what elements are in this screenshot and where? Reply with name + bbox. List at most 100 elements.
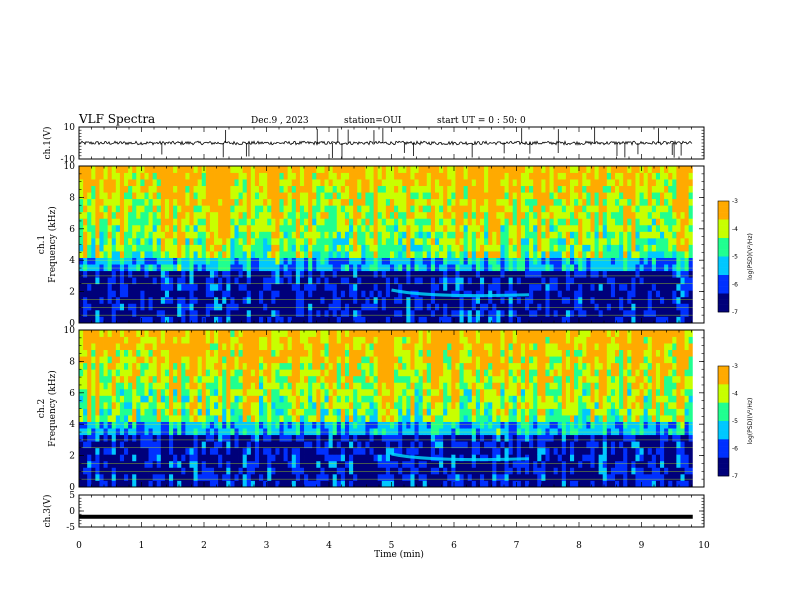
spectrogram-cell — [602, 257, 608, 265]
spectrogram-cell — [455, 192, 460, 200]
spectrogram-cell — [295, 211, 301, 219]
spectrogram-cell — [111, 362, 117, 370]
spectrogram-cell — [467, 264, 473, 272]
spectrogram-cell — [357, 283, 362, 291]
spectrogram-cell — [246, 388, 252, 396]
spectrogram-cell — [160, 480, 166, 488]
spectrogram-cell — [205, 330, 211, 337]
spectrogram-cell — [140, 382, 145, 390]
spectrogram-cell — [553, 237, 559, 245]
spectrogram-cell — [524, 192, 530, 200]
spectrogram-cell — [95, 428, 100, 436]
spectrogram-cell — [357, 211, 362, 219]
spectrogram-cell — [463, 309, 469, 317]
spectrogram-cell — [148, 316, 154, 324]
spectrogram-cell — [160, 270, 166, 278]
spectrogram-cell — [115, 375, 121, 383]
spectrogram-cell — [545, 172, 550, 180]
spectrogram-cell — [668, 296, 673, 304]
spectrogram-cell — [177, 205, 182, 213]
spectrogram-cell — [107, 205, 113, 213]
spectrogram-cell — [471, 205, 477, 213]
spectrogram-cell — [246, 428, 252, 436]
spectrogram-cell — [389, 277, 395, 285]
spectrogram-cell — [250, 237, 256, 245]
spectrogram-cell — [606, 179, 612, 187]
spectrogram-cell — [254, 369, 260, 377]
spectrogram-cell — [332, 205, 338, 213]
spectrogram-cell — [226, 224, 231, 232]
spectrogram-cell — [365, 264, 370, 272]
spectrogram-cell — [152, 473, 158, 481]
spectrogram-cell — [365, 211, 370, 219]
spectrogram-cell — [434, 316, 440, 324]
spectrogram-cell — [668, 205, 673, 213]
spectrogram-cell — [99, 336, 104, 344]
spectrogram-cell — [357, 303, 362, 311]
spectrogram-cell — [316, 211, 321, 219]
spectrogram-cell — [160, 343, 166, 351]
spectrogram-cell — [479, 264, 485, 272]
spectrogram-cell — [148, 296, 154, 304]
spectrogram-cell — [164, 290, 170, 298]
spectrogram-cell — [291, 166, 297, 173]
spectrogram-cell — [222, 434, 227, 442]
spectrogram-cell — [263, 224, 268, 232]
spectrogram-cell — [287, 237, 293, 245]
spectrogram-cell — [582, 251, 587, 258]
spectrogram-cell — [586, 296, 591, 304]
spectrogram-cell — [590, 237, 595, 245]
spectrogram-cell — [169, 421, 174, 429]
spectrogram-cell — [95, 343, 100, 351]
spectrogram-cell — [222, 441, 227, 449]
spectrogram-cell — [410, 296, 415, 304]
spectrogram-cell — [381, 172, 387, 180]
spectrogram-cell — [205, 257, 211, 265]
spectrogram-cell — [410, 231, 415, 239]
spectrogram-cell — [443, 264, 448, 272]
spectrogram-cell — [246, 336, 252, 344]
spectrogram-cell — [680, 166, 685, 173]
spectrogram-cell — [83, 270, 88, 278]
spectrogram-cell — [238, 343, 244, 351]
spectrogram-cell — [160, 349, 166, 357]
spectrogram-cell — [308, 270, 313, 278]
spectrogram-cell — [132, 224, 137, 232]
spectrogram-cell — [250, 316, 256, 324]
spectrogram-cell — [594, 211, 600, 219]
spectrogram-cell — [344, 283, 350, 291]
spectrogram-cell — [316, 244, 321, 252]
spectrogram-cell — [516, 179, 522, 187]
spectrogram-cell — [246, 166, 252, 173]
spectrogram-cell — [144, 277, 149, 285]
spectrogram-cell — [107, 401, 113, 409]
spectrogram-cell — [500, 244, 505, 252]
spectrogram-cell — [651, 283, 657, 291]
spectrogram-cell — [107, 415, 113, 422]
spectrogram-cell — [164, 362, 170, 370]
spectrogram-cell — [209, 277, 215, 285]
spectrogram-cell — [594, 270, 600, 278]
spectrogram-cell — [103, 454, 109, 462]
spectrogram-cell — [430, 251, 436, 258]
spectrogram-cell — [324, 192, 329, 200]
spectrogram-cell — [308, 218, 313, 226]
spectrogram-cell — [655, 218, 661, 226]
spectrogram-cell — [226, 237, 231, 245]
spectrogram-cell — [402, 251, 407, 258]
spectrogram-cell — [410, 257, 415, 265]
spectrogram-cell — [418, 185, 424, 193]
spectrogram-cell — [349, 172, 354, 180]
spectrogram-cell — [467, 166, 473, 173]
spectrogram-cell — [324, 277, 329, 285]
spectrogram-cell — [83, 454, 88, 462]
spectrogram-cell — [119, 296, 125, 304]
spectrogram-cell — [336, 179, 342, 187]
spectrogram-cell — [222, 309, 227, 317]
spectrogram-cell — [169, 330, 174, 337]
spectrogram-cell — [455, 218, 460, 226]
spectrogram-cell — [590, 277, 595, 285]
spectrogram-cell — [275, 166, 280, 173]
spectrogram-cell — [496, 192, 501, 200]
spectrogram-cell — [508, 192, 514, 200]
